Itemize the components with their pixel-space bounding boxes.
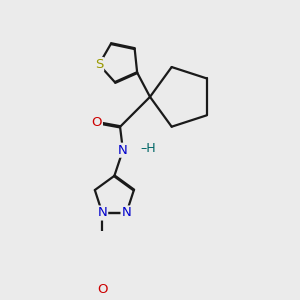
Text: S: S [95, 58, 103, 71]
Text: N: N [98, 206, 107, 220]
Text: N: N [118, 144, 128, 157]
Text: O: O [97, 284, 107, 296]
Text: –H: –H [141, 142, 156, 155]
Text: N: N [122, 206, 131, 220]
Text: O: O [92, 116, 102, 129]
